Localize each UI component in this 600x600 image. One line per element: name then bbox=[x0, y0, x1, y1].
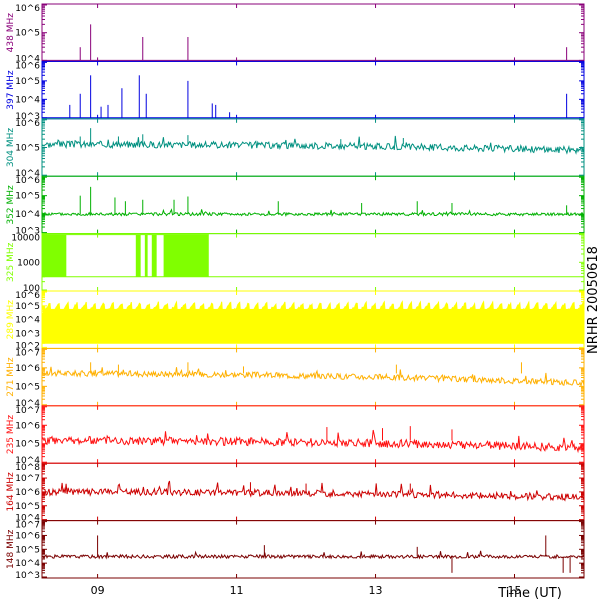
x-tick-label: 15 bbox=[508, 584, 522, 597]
panel-freq-label: 148 MHz bbox=[6, 529, 16, 569]
x-tick-label: 13 bbox=[369, 584, 383, 597]
y-tick-label: 10^4 bbox=[15, 456, 40, 466]
panel-freq-label: 397 MHz bbox=[6, 70, 16, 110]
y-tick-label: 10^6 bbox=[15, 119, 40, 129]
y-tick-label: 10^2 bbox=[15, 341, 40, 351]
series-line bbox=[41, 550, 585, 560]
panel-freq-label: 325 MHz bbox=[6, 242, 16, 282]
y-tick-label: 10^8 bbox=[15, 463, 40, 473]
y-tick-label: 10^5 bbox=[15, 29, 40, 39]
x-tick-label: 11 bbox=[230, 584, 244, 597]
y-tick-label: 1000 bbox=[17, 258, 40, 268]
y-tick-label: 10^5 bbox=[15, 192, 40, 202]
y-tick-label: 10^7 bbox=[15, 406, 40, 416]
data-block bbox=[135, 234, 141, 277]
station-label: NRHR 20050618 bbox=[586, 246, 600, 354]
y-tick-label: 10^6 bbox=[15, 61, 40, 71]
series-band bbox=[41, 300, 585, 344]
y-tick-label: 10^6 bbox=[15, 488, 40, 498]
series-line bbox=[41, 208, 585, 218]
y-tick-label: 10^6 bbox=[15, 4, 40, 14]
series-line bbox=[41, 429, 585, 454]
y-tick-label: 100 bbox=[23, 284, 40, 294]
series-line bbox=[41, 366, 585, 388]
panel-freq-label: 235 MHz bbox=[6, 415, 16, 455]
series-line bbox=[41, 135, 585, 155]
y-tick-label: 10^4 bbox=[15, 514, 40, 524]
y-tick-label: 10^4 bbox=[15, 316, 40, 326]
panel-freq-label: 352 MHz bbox=[6, 185, 16, 225]
y-tick-label: 10^5 bbox=[15, 77, 40, 87]
y-tick-label: 10^5 bbox=[15, 440, 40, 450]
panel-freq-label: 164 MHz bbox=[6, 472, 16, 512]
y-tick-label: 10^3 bbox=[15, 227, 40, 237]
y-tick-label: 10^3 bbox=[15, 571, 40, 581]
x-tick-label: 09 bbox=[91, 584, 105, 597]
y-tick-label: 10^5 bbox=[15, 382, 40, 392]
series-line bbox=[41, 480, 585, 502]
y-tick-label: 10^4 bbox=[15, 54, 40, 64]
data-block bbox=[42, 234, 67, 277]
y-tick-label: 10^7 bbox=[15, 348, 40, 358]
panel-freq-label: 304 MHz bbox=[6, 128, 16, 168]
data-block bbox=[151, 234, 157, 277]
y-tick-label: 10^7 bbox=[15, 474, 40, 484]
y-tick-label: 10^3 bbox=[15, 112, 40, 122]
y-tick-label: 10^7 bbox=[15, 521, 40, 531]
y-tick-label: 10^4 bbox=[15, 95, 40, 105]
y-tick-label: 10^6 bbox=[15, 364, 40, 374]
data-block bbox=[163, 234, 209, 277]
x-axis-label: Time (UT) bbox=[497, 586, 562, 600]
y-tick-label: 10^5 bbox=[15, 302, 40, 312]
panel-freq-label: 289 MHz bbox=[6, 300, 16, 340]
y-tick-label: 10^5 bbox=[15, 545, 40, 555]
y-tick-label: 10^6 bbox=[15, 421, 40, 431]
y-tick-label: 10^4 bbox=[15, 399, 40, 409]
y-tick-label: 10^4 bbox=[15, 210, 40, 220]
y-tick-label: 10000 bbox=[11, 234, 40, 244]
y-tick-label: 10^4 bbox=[15, 169, 40, 179]
y-tick-label: 10^6 bbox=[15, 531, 40, 541]
y-tick-label: 10^6 bbox=[15, 291, 40, 301]
y-tick-label: 10^5 bbox=[15, 144, 40, 154]
panel-freq-label: 438 MHz bbox=[6, 13, 16, 53]
panel-freq-label: 271 MHz bbox=[6, 357, 16, 397]
y-tick-label: 10^5 bbox=[15, 502, 40, 512]
y-tick-label: 10^4 bbox=[15, 559, 40, 569]
y-tick-label: 10^6 bbox=[15, 176, 40, 186]
y-tick-label: 10^3 bbox=[15, 330, 40, 340]
data-block bbox=[144, 234, 148, 277]
